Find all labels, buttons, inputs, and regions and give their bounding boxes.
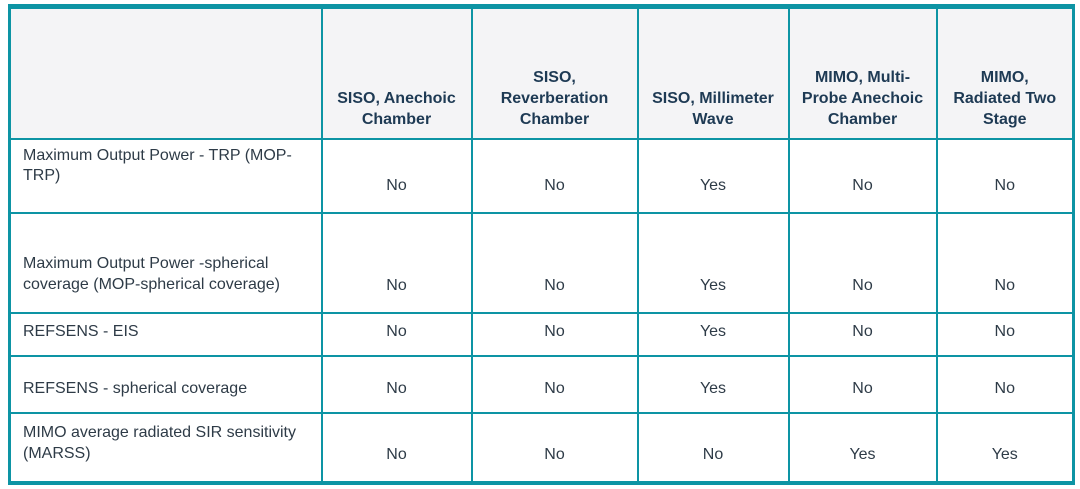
cell-value: No [320, 354, 473, 414]
table-row-refsens-eis: REFSENS - EIS No No Yes No No [8, 311, 1075, 357]
table-header: SISO, Anechoic Chamber SISO, Reverberati… [8, 5, 1075, 140]
cell-value: Yes [636, 211, 790, 314]
table-body: Maximum Output Power - TRP (MOP-TRP) No … [8, 137, 1075, 484]
cell-value: No [470, 354, 639, 414]
column-header-siso-millimeter-wave: SISO, Millimeter Wave [636, 5, 790, 140]
cell-value: No [320, 137, 473, 214]
cell-value: No [787, 137, 938, 214]
row-label: MIMO average radiated SIR sensitivity (M… [8, 411, 323, 484]
column-header-siso-anechoic: SISO, Anechoic Chamber [320, 5, 473, 140]
cell-value: Yes [636, 137, 790, 214]
cell-value: No [636, 411, 790, 484]
cell-value: Yes [636, 311, 790, 357]
cell-value: No [470, 311, 639, 357]
corner-cell [8, 5, 323, 140]
cell-value: No [935, 137, 1075, 214]
cell-value: No [320, 311, 473, 357]
cell-value: No [787, 211, 938, 314]
table-row-marss: MIMO average radiated SIR sensitivity (M… [8, 411, 1075, 484]
row-label: REFSENS - spherical coverage [8, 354, 323, 414]
cell-value: No [935, 311, 1075, 357]
cell-value: No [470, 137, 639, 214]
cell-value: No [470, 411, 639, 484]
row-label: REFSENS - EIS [8, 311, 323, 357]
table-row-mop-spherical: Maximum Output Power -spherical coverage… [8, 211, 1075, 314]
header-row: SISO, Anechoic Chamber SISO, Reverberati… [8, 5, 1075, 140]
cell-value: No [320, 211, 473, 314]
cell-value: No [935, 211, 1075, 314]
cell-value: Yes [935, 411, 1075, 484]
column-header-mimo-multiprobe: MIMO, Multi-Probe Anechoic Chamber [787, 5, 938, 140]
cell-value: No [470, 211, 639, 314]
test-method-comparison-table: SISO, Anechoic Chamber SISO, Reverberati… [8, 4, 1075, 485]
cell-value: No [787, 354, 938, 414]
cell-value: Yes [787, 411, 938, 484]
table-row-refsens-spherical: REFSENS - spherical coverage No No Yes N… [8, 354, 1075, 414]
row-label: Maximum Output Power -spherical coverage… [8, 211, 323, 314]
cell-value: No [320, 411, 473, 484]
cell-value: No [935, 354, 1075, 414]
column-header-siso-reverberation: SISO, Reverberation Chamber [470, 5, 639, 140]
table-row-mop-trp: Maximum Output Power - TRP (MOP-TRP) No … [8, 137, 1075, 214]
cell-value: No [787, 311, 938, 357]
column-header-mimo-two-stage: MIMO, Radiated Two Stage [935, 5, 1075, 140]
row-label: Maximum Output Power - TRP (MOP-TRP) [8, 137, 323, 214]
cell-value: Yes [636, 354, 790, 414]
